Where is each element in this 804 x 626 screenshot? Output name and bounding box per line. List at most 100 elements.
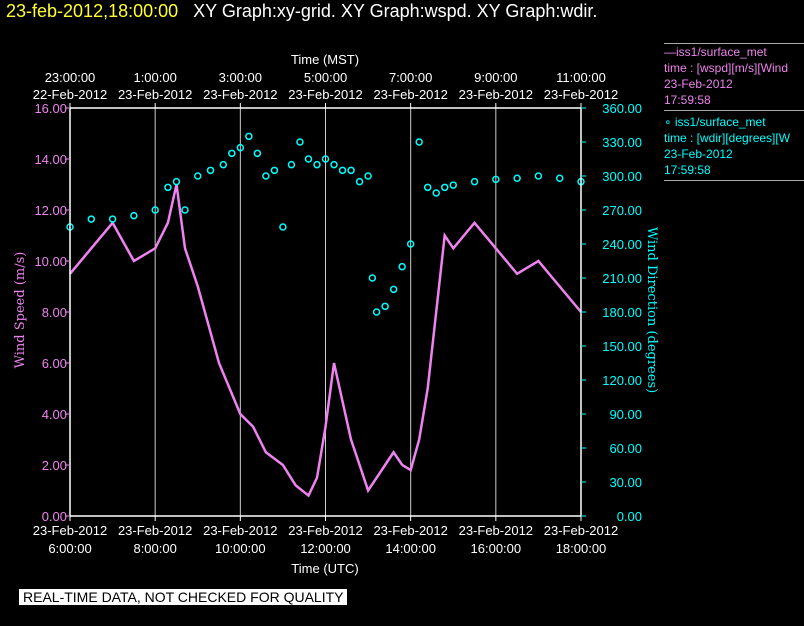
- wind-direction-point: [381, 302, 389, 311]
- y-right-tick-label: 0.00: [617, 509, 642, 524]
- y-left-tick-label: 12.00: [34, 203, 67, 218]
- axes: 23-Feb-2012 6:00:00 23-Feb-2012 8:00:00 23-F…: [33, 70, 642, 556]
- y-right-tick-label: 360.00: [602, 101, 642, 116]
- legend-wdir-name: ∘ iss1/surface_met: [664, 115, 766, 129]
- x-tick-time: 8:00:00: [133, 541, 176, 556]
- y-right-tick-label: 180.00: [602, 305, 642, 320]
- y-right-tick-label: 150.00: [602, 339, 642, 354]
- x-tick-time: 18:00:00: [556, 541, 607, 556]
- y-axis-left-title: Wind Speed (m/s): [13, 252, 28, 369]
- legend-wdir-var: time : [wdir][degrees][W: [664, 131, 791, 145]
- legend-wdir-time: 17:59:58: [664, 163, 711, 177]
- y-left-tick-label: 10.00: [34, 254, 67, 269]
- wind-direction-point: [513, 174, 521, 183]
- wind-direction-point: [355, 177, 364, 186]
- wind-direction-point: [236, 143, 245, 152]
- x-tick-time: 14:00:00: [385, 541, 436, 556]
- top-tick-time: 11:00:00: [556, 70, 606, 85]
- y-right-tick-label: 30.00: [609, 475, 642, 490]
- x-tick-time: 10:00:00: [215, 541, 266, 556]
- y-right-tick-label: 270.00: [602, 203, 642, 218]
- wind-direction-point: [398, 262, 406, 271]
- y-left-tick-label: 6.00: [42, 356, 67, 371]
- x-tick-date: 23-Feb-2012: [118, 523, 192, 538]
- x-tick-date: 23-Feb-2012: [459, 523, 533, 538]
- y-right-tick-label: 120.00: [602, 373, 642, 388]
- graph-titles: XY Graph:xy-grid. XY Graph:wspd. XY Grap…: [193, 1, 598, 21]
- top-tick-time: 1:00:00: [133, 70, 176, 85]
- y-axis-right-title: Wind Direction (degrees): [644, 227, 659, 393]
- y-left-tick-label: 2.00: [42, 458, 67, 473]
- legend-entry-wspd: —iss1/surface_met time : [wspd][m/s][Win…: [664, 44, 804, 111]
- y-left-tick-label: 14.00: [34, 152, 67, 167]
- wind-direction-point: [534, 172, 543, 180]
- wind-direction-point: [172, 177, 181, 186]
- wind-direction-point: [228, 149, 236, 158]
- wind-direction-point: [130, 211, 138, 220]
- wind-direction-point: [364, 172, 372, 180]
- y-right-tick-label: 300.00: [602, 169, 642, 184]
- wind-direction-point: [262, 172, 270, 180]
- wind-direction-point: [372, 308, 381, 316]
- legend-wspd-date: 23-Feb-2012: [664, 77, 733, 91]
- top-tick-date: 23-Feb-2012: [118, 87, 192, 102]
- top-tick-date: 23-Feb-2012: [288, 87, 362, 102]
- wind-direction-point: [253, 149, 262, 158]
- wind-direction-point: [321, 155, 330, 163]
- wind-direction-point: [194, 172, 202, 180]
- wind-direction-point: [555, 174, 564, 183]
- wind-direction-point: [287, 160, 296, 169]
- wind-direction-point: [164, 183, 172, 192]
- wind-direction-point: [279, 223, 287, 231]
- top-tick-date: 23-Feb-2012: [373, 87, 447, 102]
- top-tick-date: 23-Feb-2012: [544, 87, 618, 102]
- wind-direction-point: [270, 166, 279, 175]
- legend-divider-top: [664, 43, 804, 44]
- y-right-tick-label: 240.00: [602, 237, 642, 252]
- top-axis-title: Time (MST): [291, 52, 359, 67]
- x-tick-date: 23-Feb-2012: [203, 523, 277, 538]
- legend-wspd-name: —iss1/surface_met: [664, 45, 767, 59]
- y-left-tick-label: 8.00: [42, 305, 67, 320]
- timestamp: 23-feb-2012,18:00:00: [6, 1, 179, 21]
- legend-entry-wdir: ∘ iss1/surface_met time : [wdir][degrees…: [664, 114, 804, 181]
- grid: [154, 108, 497, 516]
- wind-direction-point: [423, 183, 432, 192]
- y-left-tick-label: 4.00: [42, 407, 67, 422]
- wind-direction-point: [389, 285, 398, 294]
- wind-direction-point: [304, 155, 313, 163]
- legend-wdir-date: 23-Feb-2012: [664, 147, 733, 161]
- wind-direction-point: [206, 166, 215, 175]
- y-right-tick-label: 60.00: [609, 441, 642, 456]
- wind-direction-point: [330, 160, 338, 169]
- x-tick-time: 12:00:00: [300, 541, 351, 556]
- y-left-tick-label: 0.00: [42, 509, 67, 524]
- top-tick-date: 23-Feb-2012: [459, 87, 533, 102]
- y-right-tick-label: 90.00: [609, 407, 642, 422]
- wind-direction-point: [296, 138, 304, 146]
- wind-direction-point: [87, 215, 96, 223]
- x-axis-title: Time (UTC): [291, 561, 358, 576]
- x-tick-date: 23-Feb-2012: [288, 523, 362, 538]
- wind-direction-point: [151, 206, 159, 214]
- legend: —iss1/surface_met time : [wspd][m/s][Win…: [664, 43, 804, 193]
- y-right-tick-label: 330.00: [602, 135, 642, 150]
- wind-direction-point: [108, 215, 117, 223]
- wind-direction-point: [219, 160, 228, 169]
- x-tick-time: 6:00:00: [48, 541, 91, 556]
- x-tick-date: 23-Feb-2012: [373, 523, 447, 538]
- top-tick-time: 7:00:00: [389, 70, 432, 85]
- top-tick-time: 5:00:00: [304, 70, 347, 85]
- wind-speed-line: [69, 184, 582, 498]
- wind-speed-series: [69, 184, 582, 498]
- wind-direction-point: [432, 189, 440, 197]
- wind-direction-point: [313, 160, 321, 169]
- page-header: 23-feb-2012,18:00:00 XY Graph:xy-grid. X…: [6, 1, 597, 22]
- top-tick-date: 23-Feb-2012: [203, 87, 277, 102]
- top-tick-time: 3:00:00: [219, 70, 262, 85]
- wind-direction-point: [347, 166, 355, 175]
- y-right-tick-label: 210.00: [602, 271, 642, 286]
- wind-direction-point: [338, 166, 347, 175]
- wind-direction-point: [449, 181, 457, 189]
